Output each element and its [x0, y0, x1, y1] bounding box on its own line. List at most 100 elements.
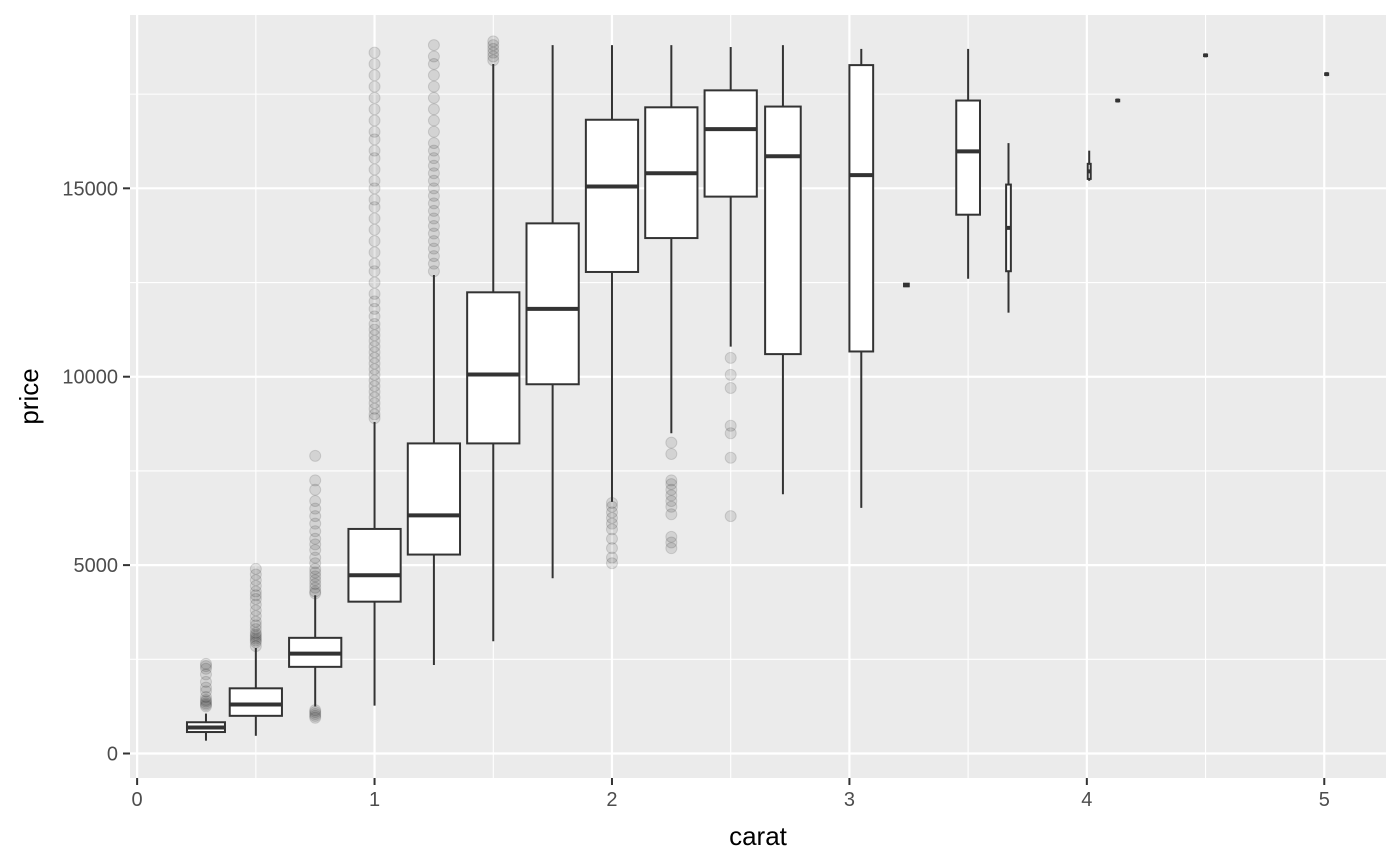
outlier-point — [249, 574, 262, 587]
outlier-point — [199, 700, 212, 713]
outlier-point — [427, 220, 440, 233]
x-tick-label: 2 — [606, 789, 617, 811]
outlier-point — [249, 598, 262, 611]
outlier-point — [249, 604, 262, 617]
outlier-point — [368, 380, 381, 393]
box-7 — [584, 45, 640, 502]
box-16 — [1115, 98, 1121, 103]
y-axis-label: price — [14, 368, 44, 424]
outlier-point — [368, 323, 381, 336]
outlier-point — [199, 694, 212, 707]
outlier-point — [199, 690, 212, 703]
outlier-point — [249, 626, 262, 639]
outlier-point — [605, 557, 618, 570]
outlier-point — [249, 585, 262, 598]
outlier-point — [368, 235, 381, 248]
outlier-point — [427, 159, 440, 172]
outlier-point — [199, 668, 212, 681]
outlier-point — [199, 685, 212, 698]
outlier-point — [199, 660, 212, 673]
y-tick-label: 15000 — [62, 178, 118, 200]
outlier-point — [249, 593, 262, 606]
outlier-point — [368, 103, 381, 116]
outlier-point — [427, 197, 440, 210]
outlier-point — [249, 579, 262, 592]
outlier-point — [368, 346, 381, 359]
outlier-point — [368, 329, 381, 342]
outlier-point — [368, 114, 381, 127]
outlier-point — [309, 709, 322, 722]
box-series — [185, 45, 1330, 741]
outlier-point — [249, 630, 262, 643]
iqr-box — [406, 442, 462, 556]
box-17 — [1203, 53, 1209, 58]
box-0 — [185, 713, 226, 741]
outlier-point — [427, 174, 440, 187]
outlier-point — [368, 374, 381, 387]
outlier-point — [427, 80, 440, 93]
x-tick-label: 3 — [844, 789, 855, 811]
outlier-point — [427, 39, 440, 52]
outlier-point — [368, 212, 381, 225]
outlier-point — [368, 257, 381, 270]
outlier-point — [249, 619, 262, 632]
outlier-point — [249, 568, 262, 581]
box-3 — [347, 421, 402, 706]
outlier-point — [427, 125, 440, 138]
outlier-point — [605, 506, 618, 519]
outlier-point — [309, 525, 322, 538]
iqr-box — [764, 105, 802, 356]
outlier-point — [309, 566, 322, 579]
outlier-point — [368, 163, 381, 176]
outlier-point — [605, 551, 618, 564]
outlier-point — [249, 634, 262, 647]
outlier-point — [249, 562, 262, 575]
iqr-box — [703, 89, 758, 198]
outlier-point — [309, 577, 322, 590]
x-tick-label: 1 — [369, 789, 380, 811]
outlier-point — [309, 581, 322, 594]
outlier-point — [368, 91, 381, 104]
outlier-point — [605, 542, 618, 555]
outlier-point — [368, 368, 381, 381]
outlier-point — [427, 91, 440, 104]
box-8 — [644, 45, 699, 434]
iqr-box — [848, 64, 875, 353]
outlier-point — [249, 632, 262, 645]
x-tick-label: 4 — [1081, 789, 1092, 811]
outlier-point — [487, 42, 500, 55]
outlier-point — [724, 382, 737, 395]
outlier-point — [665, 478, 678, 491]
outlier-point — [368, 391, 381, 404]
outlier-point — [368, 193, 381, 206]
outlier-point — [368, 397, 381, 410]
outlier-point — [665, 495, 678, 508]
iqr-box — [466, 291, 521, 445]
outlier-point — [368, 351, 381, 364]
outlier-point — [427, 167, 440, 180]
outlier-point — [724, 510, 737, 523]
outlier-point — [199, 697, 212, 710]
outlier-point — [309, 510, 322, 523]
outlier-point — [249, 589, 262, 602]
outlier-point — [368, 363, 381, 376]
outlier-point — [368, 310, 381, 323]
x-axis: 0 1 2 3 4 5 — [132, 778, 1330, 811]
outlier-point — [665, 436, 678, 449]
outlier-point — [487, 46, 500, 59]
outlier-point — [368, 223, 381, 236]
outlier-point — [199, 698, 212, 711]
outlier-point — [249, 623, 262, 636]
outlier-point — [309, 495, 322, 508]
outlier-point — [724, 368, 737, 381]
outlier-point — [665, 530, 678, 543]
outlier-point — [309, 502, 322, 515]
outlier-point — [199, 695, 212, 708]
outlier-point — [605, 512, 618, 525]
outlier-point — [427, 227, 440, 240]
outlier-point — [309, 711, 322, 724]
box-5 — [466, 63, 521, 642]
box-4 — [406, 274, 462, 665]
box-13 — [955, 48, 981, 279]
outlier-point — [199, 662, 212, 675]
